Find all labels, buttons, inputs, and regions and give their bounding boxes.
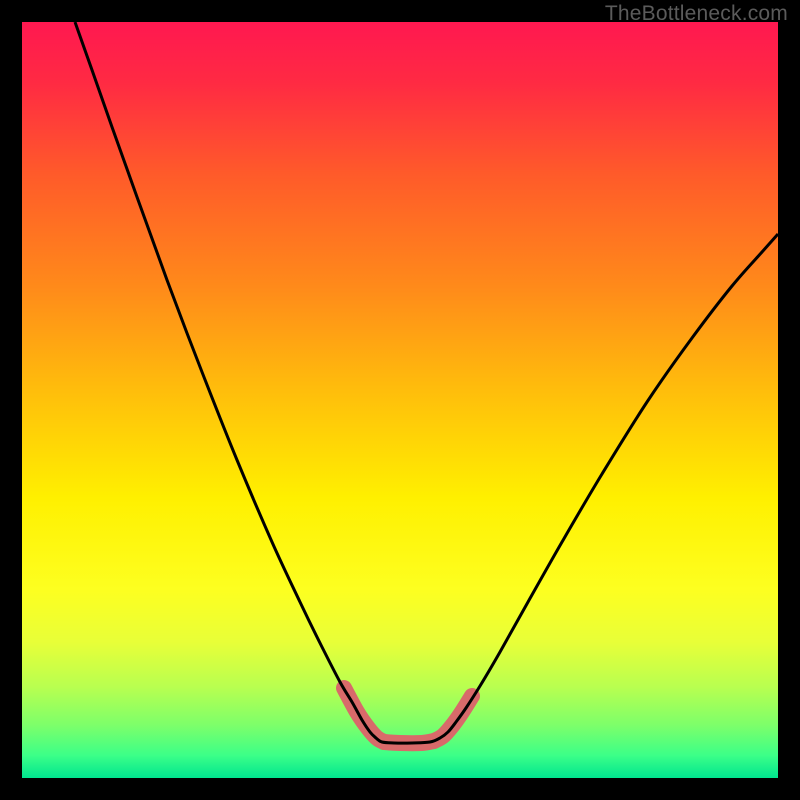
- watermark-text: TheBottleneck.com: [605, 2, 788, 26]
- plot-area: [22, 22, 778, 778]
- curves-layer: [22, 22, 778, 778]
- outer-frame: TheBottleneck.com: [0, 0, 800, 800]
- main-curve: [75, 22, 778, 743]
- valley-highlight-right: [434, 696, 472, 741]
